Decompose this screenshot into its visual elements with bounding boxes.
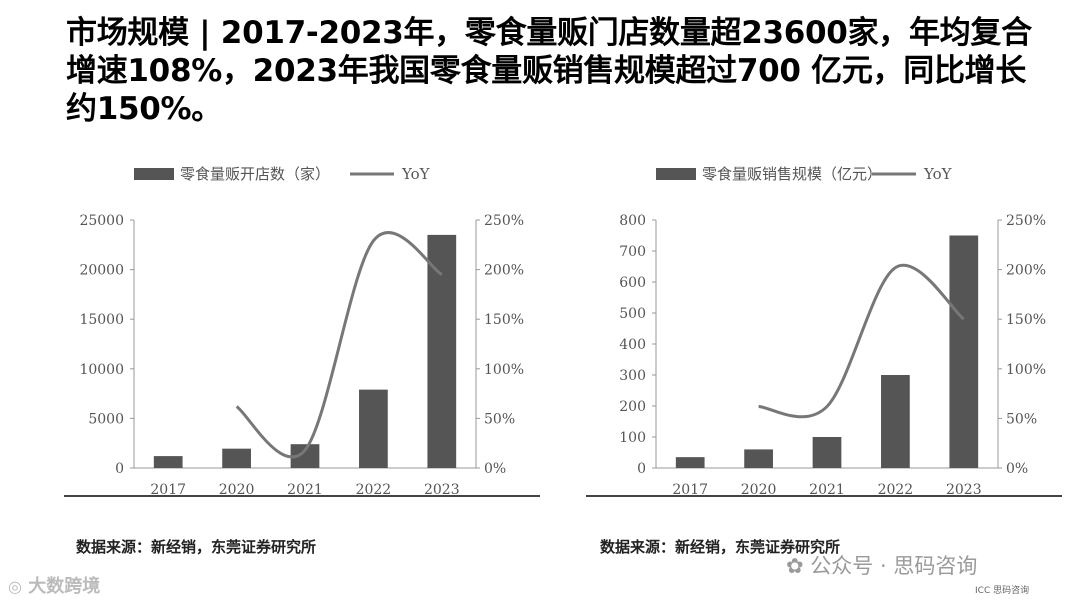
x-tick-label: 2020	[741, 482, 777, 498]
legend-line-label: YoY	[923, 165, 953, 183]
y-tick-label: 5000	[88, 411, 124, 427]
store-count-chart: 零食量贩开店数（家） YoY 0 5000 10000 15000 20000 25000 0%…	[64, 165, 540, 498]
y-tick-label: 0	[115, 461, 124, 477]
y-tick-label: 25000	[79, 213, 124, 229]
bar-2023	[949, 235, 979, 468]
y2-tick-label: 50%	[484, 411, 515, 427]
bar-2020	[222, 448, 251, 468]
y-tick-label: 20000	[79, 263, 124, 279]
watermark-left-text: 大数跨境	[28, 576, 101, 597]
y-tick-label: 300	[619, 368, 646, 384]
x-tick-label: 2023	[946, 482, 982, 498]
y2-tick-label: 150%	[1006, 312, 1046, 328]
y2-tick-label: 50%	[1006, 411, 1037, 427]
x-tick-label: 2017	[150, 482, 186, 498]
yoy-line	[235, 231, 443, 459]
bar-2021	[812, 437, 842, 468]
bar-2017	[675, 457, 705, 468]
y2-tick-label: 200%	[484, 263, 524, 279]
watermark-right: ✿ 公众号 · 思码咨询	[786, 550, 977, 580]
y2-tick-label: 0%	[1006, 461, 1028, 477]
watermark-left: ◎ 大数跨境	[8, 572, 100, 598]
x-tick-label: 2022	[356, 482, 392, 498]
bar-2020	[744, 449, 773, 468]
yoy-line	[758, 263, 965, 419]
y-tick-label: 600	[619, 275, 646, 291]
x-tick-label: 2017	[672, 482, 708, 498]
y2-tick-label: 150%	[484, 312, 524, 328]
y-tick-label: 200	[619, 399, 646, 415]
y-tick-label: 15000	[79, 312, 124, 328]
chart-source-right: 数据来源：新经销，东莞证券研究所	[600, 538, 841, 556]
sales-scale-chart-panel: 零食量贩销售规模（亿元） YoY 0 100 200 300 400 500 600 700 800…	[586, 150, 1066, 500]
y2-tick-label: 250%	[484, 213, 524, 229]
bar-2017	[153, 456, 183, 468]
y-tick-label: 10000	[79, 362, 124, 378]
bar-2022	[881, 375, 910, 468]
legend-bar-swatch	[656, 168, 696, 180]
x-tick-label: 2020	[219, 482, 255, 498]
watermark-right-text: 公众号 · 思码咨询	[810, 554, 978, 578]
legend-bar-label: 零食量贩销售规模（亿元）	[702, 165, 882, 183]
y-tick-label: 700	[619, 244, 646, 260]
bar-2023	[427, 234, 457, 468]
y2-tick-label: 250%	[1006, 213, 1046, 229]
watermark-logo-icon: ◎	[8, 577, 22, 596]
y2-tick-label: 100%	[1006, 362, 1046, 378]
legend-line-label: YoY	[401, 165, 431, 183]
y-tick-label: 800	[619, 213, 646, 229]
page-title: 市场规模 | 2017-2023年，零食量贩门店数量超23600家，年均复合增速…	[66, 15, 1032, 127]
y-tick-label: 500	[619, 306, 646, 322]
chart-source-left: 数据来源：新经销，东莞证券研究所	[76, 538, 317, 556]
legend-bar-swatch	[134, 168, 174, 180]
x-tick-label: 2022	[878, 482, 914, 498]
y-tick-label: 0	[637, 461, 646, 477]
x-tick-label: 2021	[287, 482, 323, 498]
y2-tick-label: 100%	[484, 362, 524, 378]
y-tick-label: 400	[619, 337, 646, 353]
watermark-small: ICC 思码咨询	[975, 586, 1030, 596]
sales-scale-chart: 零食量贩销售规模（亿元） YoY 0 100 200 300 400 500 600 700 800…	[586, 165, 1062, 498]
store-count-chart-panel: 零食量贩开店数（家） YoY 0 5000 10000 15000 20000 25000 0%…	[64, 150, 544, 500]
y-tick-label: 100	[619, 430, 646, 446]
y2-tick-label: 200%	[1006, 263, 1046, 279]
x-tick-label: 2021	[809, 482, 845, 498]
bar-2022	[359, 389, 388, 468]
wechat-icon: ✿	[786, 554, 804, 578]
bar-2021	[290, 444, 320, 468]
x-tick-label: 2023	[424, 482, 460, 498]
y2-tick-label: 0%	[484, 461, 506, 477]
legend-bar-label: 零食量贩开店数（家）	[180, 165, 330, 183]
